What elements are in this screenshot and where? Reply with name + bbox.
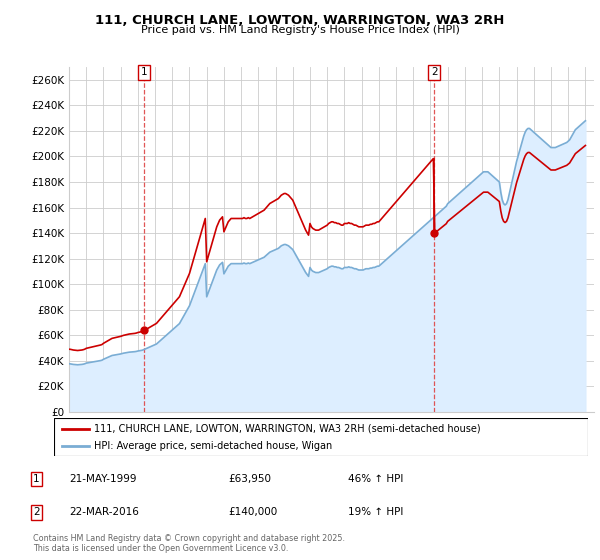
Text: 46% ↑ HPI: 46% ↑ HPI [348, 474, 403, 484]
Text: 111, CHURCH LANE, LOWTON, WARRINGTON, WA3 2RH: 111, CHURCH LANE, LOWTON, WARRINGTON, WA… [95, 14, 505, 27]
Text: Contains HM Land Registry data © Crown copyright and database right 2025.
This d: Contains HM Land Registry data © Crown c… [33, 534, 345, 553]
Text: HPI: Average price, semi-detached house, Wigan: HPI: Average price, semi-detached house,… [94, 441, 332, 451]
Text: £140,000: £140,000 [228, 507, 277, 517]
Text: Price paid vs. HM Land Registry's House Price Index (HPI): Price paid vs. HM Land Registry's House … [140, 25, 460, 35]
Text: 19% ↑ HPI: 19% ↑ HPI [348, 507, 403, 517]
Text: 1: 1 [141, 67, 148, 77]
Text: 111, CHURCH LANE, LOWTON, WARRINGTON, WA3 2RH (semi-detached house): 111, CHURCH LANE, LOWTON, WARRINGTON, WA… [94, 423, 481, 433]
Text: 1: 1 [33, 474, 40, 484]
Text: 21-MAY-1999: 21-MAY-1999 [69, 474, 137, 484]
Text: 2: 2 [33, 507, 40, 517]
Text: 2: 2 [431, 67, 437, 77]
Text: £63,950: £63,950 [228, 474, 271, 484]
Text: 22-MAR-2016: 22-MAR-2016 [69, 507, 139, 517]
